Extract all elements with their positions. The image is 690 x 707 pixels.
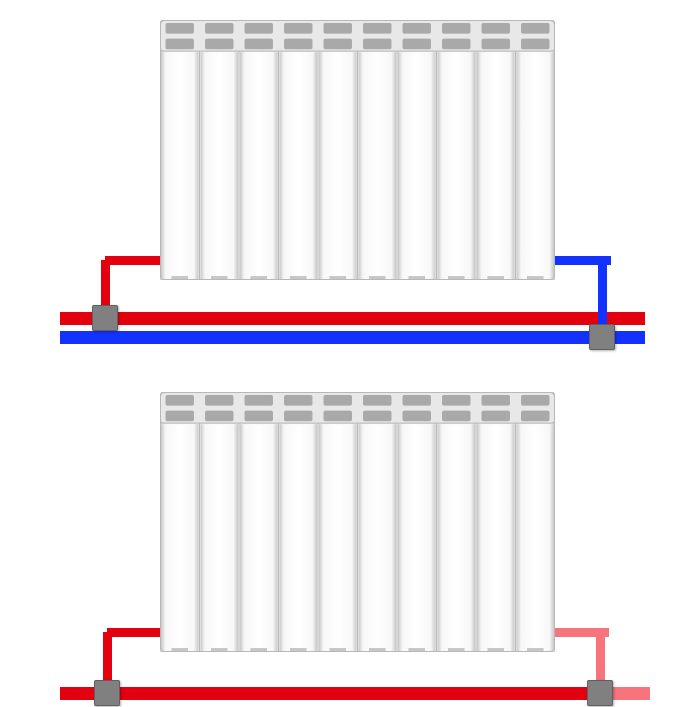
pipe-one-pipe-main-1 [120,687,590,700]
pipe-two-pipe-main-0 [60,312,645,325]
pipe-one-pipe-branch-0 [107,628,163,637]
tee-fitting [587,680,613,706]
heating-diagram-canvas [0,0,690,707]
tee-fitting [589,324,615,350]
tee-fitting [94,680,120,706]
pipe-two-pipe-main-1 [60,331,645,344]
pipe-two-pipe-branch-0 [105,256,163,265]
radiator [160,20,555,280]
radiator [160,392,555,652]
tee-fitting [92,305,118,331]
